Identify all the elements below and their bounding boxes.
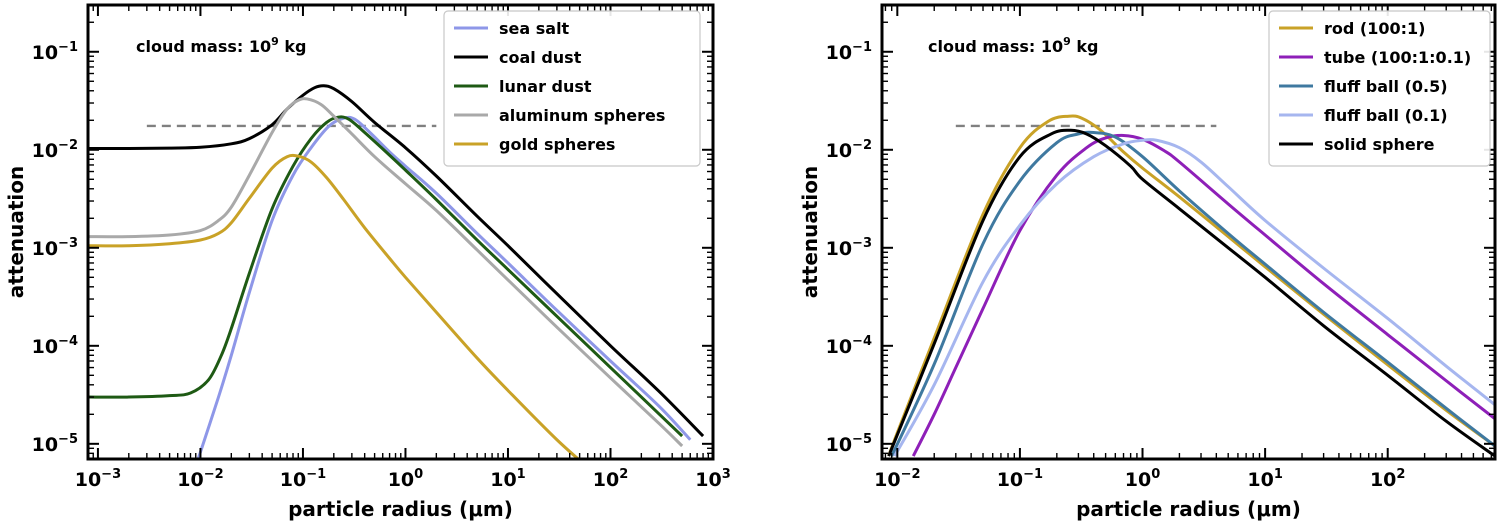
y-tick-label: 10−2 xyxy=(32,138,78,162)
x-tick-label: 102 xyxy=(1370,467,1406,491)
series-line-4 xyxy=(88,97,684,448)
x-tick-label: 10−1 xyxy=(280,467,326,491)
series-line-4 xyxy=(893,138,1495,457)
legend-label: solid sphere xyxy=(1324,135,1435,154)
x-tick-label: 10−2 xyxy=(874,467,920,491)
series-line-2 xyxy=(911,133,1495,457)
legend: sea salt coal dust lunar dust aluminum sphe… xyxy=(443,10,701,167)
y-tick-label: 10−2 xyxy=(826,138,872,162)
series-line-5 xyxy=(88,153,581,459)
series-group xyxy=(887,114,1495,458)
x-tick-label: 102 xyxy=(593,467,629,491)
y-tick-label: 10−4 xyxy=(32,334,78,358)
legend-label: fluff ball (0.1) xyxy=(1324,106,1448,125)
x-tick-label: 103 xyxy=(695,467,731,491)
cloud-mass-annotation: cloud mass: 109 kg xyxy=(928,35,1098,56)
plot-frame xyxy=(880,3,1497,461)
series-line-3 xyxy=(890,130,1495,457)
series-line-2 xyxy=(88,84,705,438)
legend-label: coal dust xyxy=(499,48,582,67)
chart-panel-2: 10−2 10−1 100 101 102 10−5 10−4 10−3 10−2 10−1 par… xyxy=(798,3,1497,521)
y-tick-label: 10−1 xyxy=(826,40,872,64)
ticks xyxy=(882,5,1495,460)
cloud-mass-annotation: cloud mass: 109 kg xyxy=(136,35,306,56)
legend: rod (100:1) tube (100:1:0.1) fluff ball (0… xyxy=(1268,10,1491,167)
x-axis-title: particle radius (μm) xyxy=(1076,497,1301,521)
legend-label: sea salt xyxy=(499,19,570,38)
y-tick-label: 10−5 xyxy=(826,432,872,456)
series-group xyxy=(88,84,705,459)
legend-label: aluminum spheres xyxy=(499,106,665,125)
x-tick-label: 101 xyxy=(490,467,526,491)
y-tick-label: 10−1 xyxy=(32,40,78,64)
y-tick-label: 10−3 xyxy=(826,236,872,260)
y-axis-title: attenuation xyxy=(4,166,28,299)
x-tick-label: 10−3 xyxy=(75,467,121,491)
x-tick-label: 100 xyxy=(388,467,424,491)
legend-label: lunar dust xyxy=(499,77,592,96)
legend-box xyxy=(1268,10,1491,167)
plot-frame xyxy=(86,3,715,461)
legend-label: gold spheres xyxy=(499,135,615,154)
x-tick-label: 100 xyxy=(1125,467,1161,491)
legend-box xyxy=(443,10,701,167)
legend-label: fluff ball (0.5) xyxy=(1324,77,1448,96)
y-tick-label: 10−4 xyxy=(826,334,872,358)
x-tick-label: 10−1 xyxy=(997,467,1043,491)
legend-label: rod (100:1) xyxy=(1324,19,1425,38)
y-tick-label: 10−5 xyxy=(32,432,78,456)
x-tick-label: 101 xyxy=(1247,467,1283,491)
y-tick-label: 10−3 xyxy=(32,236,78,260)
series-line-5 xyxy=(887,128,1495,458)
x-tick-label: 10−2 xyxy=(177,467,223,491)
x-axis-title: particle radius (μm) xyxy=(288,497,513,521)
y-axis-title: attenuation xyxy=(798,166,822,299)
series-line-1 xyxy=(196,115,692,459)
chart-panel-1: 10−3 10−2 10−1 100 101 102 103 10−5 10−4 10−3 10−2… xyxy=(4,3,731,521)
legend-label: tube (100:1:0.1) xyxy=(1324,48,1471,67)
